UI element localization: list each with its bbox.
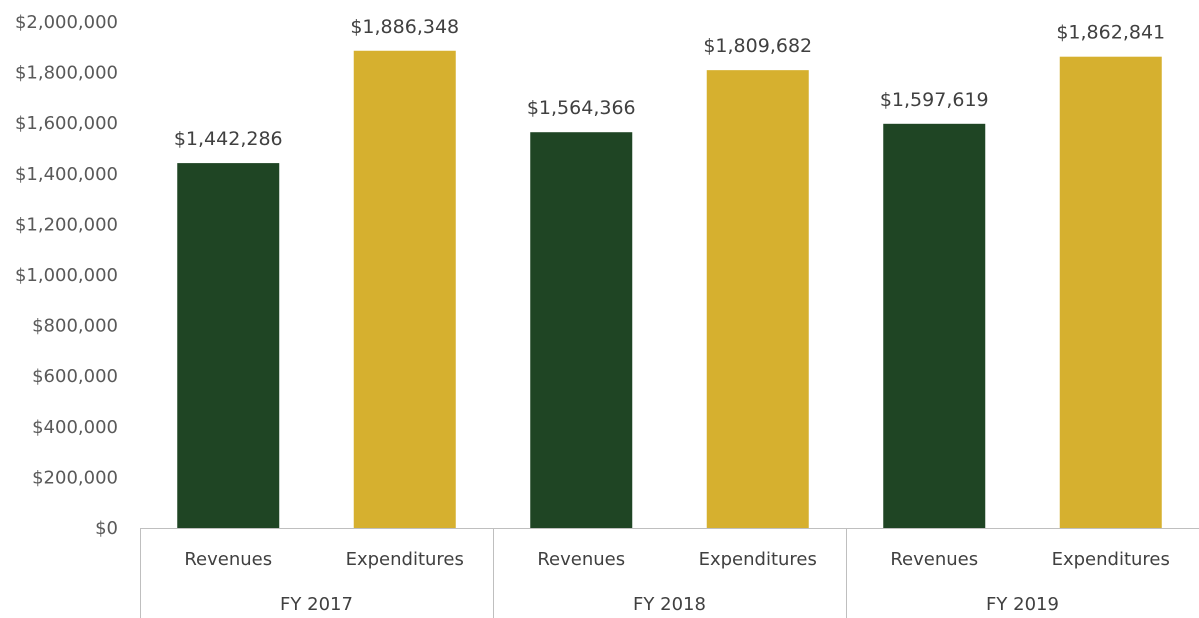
group-label-fy-2019: FY 2019: [986, 594, 1059, 615]
category-label-expenditures: Expenditures: [346, 549, 464, 570]
data-label-fy-2018-revenues: $1,564,366: [527, 97, 636, 119]
category-label-revenues: Revenues: [184, 549, 272, 570]
group-label-fy-2017: FY 2017: [280, 594, 353, 615]
y-tick-label: $2,000,000: [15, 12, 118, 33]
bar-fy-2019-revenues: [883, 123, 986, 528]
y-tick-label: $0: [95, 518, 118, 539]
bars: [177, 50, 1162, 529]
y-tick-label: $1,400,000: [15, 164, 118, 185]
data-label-fy-2018-expenditures: $1,809,682: [703, 35, 812, 57]
bar-fy-2017-expenditures: [353, 50, 456, 528]
data-label-fy-2019-revenues: $1,597,619: [880, 89, 989, 111]
category-label-expenditures: Expenditures: [1052, 549, 1170, 570]
group-label-fy-2018: FY 2018: [633, 594, 706, 615]
category-label-revenues: Revenues: [890, 549, 978, 570]
x-axis: Revenues Expenditures FY 2017 Revenues Expen…: [140, 528, 1199, 618]
bar-fy-2018-expenditures: [706, 70, 809, 528]
category-label-expenditures: Expenditures: [699, 549, 817, 570]
data-labels: $1,442,286 $1,886,348 $1,564,366 $1,809,682…: [174, 16, 1165, 150]
y-axis: $0 $200,000 $400,000 $600,000 $800,000 $1,000…: [15, 12, 118, 539]
category-label-revenues: Revenues: [537, 549, 625, 570]
y-tick-label: $600,000: [32, 366, 118, 387]
y-tick-label: $1,800,000: [15, 63, 118, 84]
y-tick-label: $1,000,000: [15, 265, 118, 286]
data-label-fy-2019-expenditures: $1,862,841: [1056, 22, 1165, 44]
y-tick-label: $1,600,000: [15, 113, 118, 134]
y-tick-label: $800,000: [32, 316, 118, 337]
bar-fy-2018-revenues: [530, 132, 633, 529]
data-label-fy-2017-revenues: $1,442,286: [174, 128, 283, 150]
data-label-fy-2017-expenditures: $1,886,348: [350, 16, 459, 38]
y-tick-label: $200,000: [32, 467, 118, 488]
y-tick-label: $1,200,000: [15, 214, 118, 235]
y-tick-label: $400,000: [32, 417, 118, 438]
bar-fy-2017-revenues: [177, 163, 280, 529]
bar-fy-2019-expenditures: [1059, 56, 1162, 528]
